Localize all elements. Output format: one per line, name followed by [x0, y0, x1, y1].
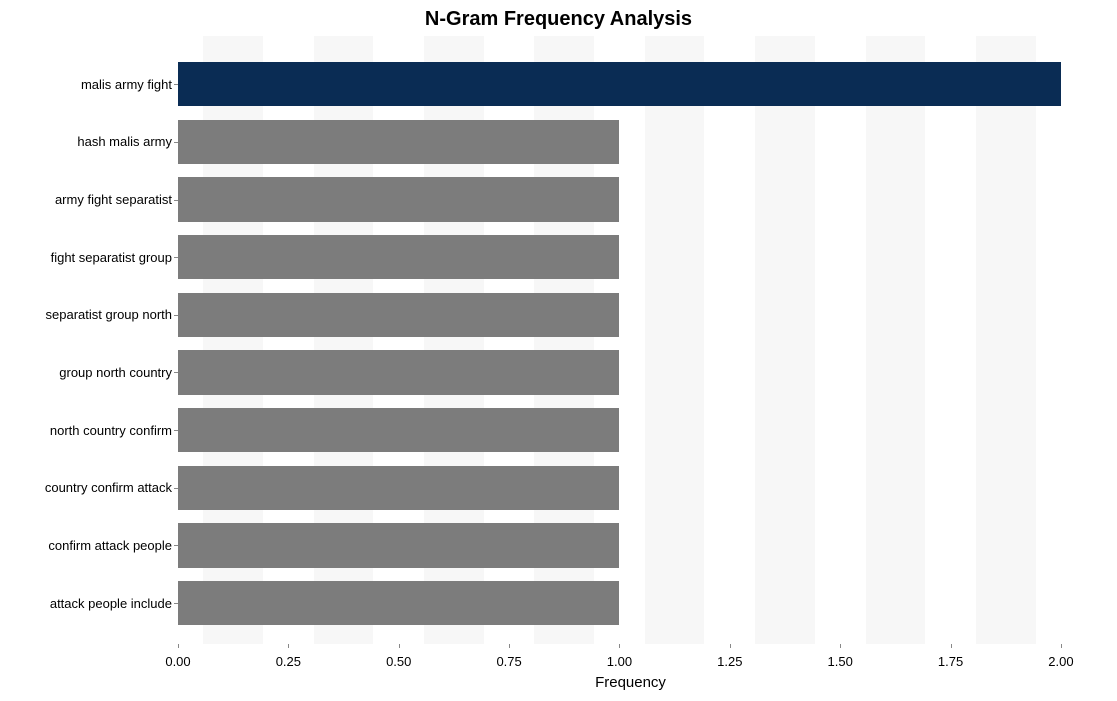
- grid-stripe: [704, 36, 755, 644]
- x-tick-mark: [840, 644, 841, 648]
- y-tick-mark: [174, 372, 178, 373]
- x-tick-label: 1.00: [607, 654, 632, 669]
- x-tick-label: 1.50: [828, 654, 853, 669]
- x-tick-mark: [288, 644, 289, 648]
- x-tick-label: 1.75: [938, 654, 963, 669]
- bar: [178, 62, 1061, 106]
- y-tick-label: separatist group north: [0, 307, 172, 322]
- bar: [178, 177, 619, 221]
- y-tick-mark: [174, 488, 178, 489]
- bar: [178, 350, 619, 394]
- y-tick-label: hash malis army: [0, 134, 172, 149]
- y-tick-mark: [174, 142, 178, 143]
- bar: [178, 466, 619, 510]
- y-tick-label: malis army fight: [0, 77, 172, 92]
- y-tick-label: confirm attack people: [0, 538, 172, 553]
- x-tick-label: 0.25: [276, 654, 301, 669]
- grid-stripe: [815, 36, 866, 644]
- y-tick-label: army fight separatist: [0, 192, 172, 207]
- x-tick-mark: [619, 644, 620, 648]
- x-tick-label: 0.50: [386, 654, 411, 669]
- ngram-frequency-chart: N-Gram Frequency Analysis malis army fig…: [0, 0, 1117, 701]
- bar: [178, 408, 619, 452]
- grid-stripe: [925, 36, 976, 644]
- y-tick-label: attack people include: [0, 596, 172, 611]
- chart-title: N-Gram Frequency Analysis: [0, 8, 1117, 31]
- x-tick-mark: [178, 644, 179, 648]
- y-tick-mark: [174, 315, 178, 316]
- y-tick-mark: [174, 257, 178, 258]
- y-tick-mark: [174, 603, 178, 604]
- y-tick-label: fight separatist group: [0, 250, 172, 265]
- x-tick-label: 0.75: [496, 654, 521, 669]
- y-tick-label: group north country: [0, 365, 172, 380]
- y-tick-mark: [174, 545, 178, 546]
- x-tick-mark: [951, 644, 952, 648]
- bar: [178, 235, 619, 279]
- x-tick-mark: [399, 644, 400, 648]
- x-tick-mark: [730, 644, 731, 648]
- x-tick-label: 1.25: [717, 654, 742, 669]
- x-tick-label: 0.00: [165, 654, 190, 669]
- x-tick-mark: [1061, 644, 1062, 648]
- y-tick-mark: [174, 430, 178, 431]
- x-tick-mark: [509, 644, 510, 648]
- y-tick-mark: [174, 200, 178, 201]
- y-tick-label: north country confirm: [0, 423, 172, 438]
- y-tick-mark: [174, 84, 178, 85]
- bar: [178, 581, 619, 625]
- x-tick-label: 2.00: [1048, 654, 1073, 669]
- x-axis-title: Frequency: [178, 674, 1083, 691]
- bar: [178, 120, 619, 164]
- bar: [178, 293, 619, 337]
- y-tick-label: country confirm attack: [0, 480, 172, 495]
- bar: [178, 523, 619, 567]
- plot-area: [178, 36, 1083, 644]
- grid-stripe: [1036, 36, 1083, 644]
